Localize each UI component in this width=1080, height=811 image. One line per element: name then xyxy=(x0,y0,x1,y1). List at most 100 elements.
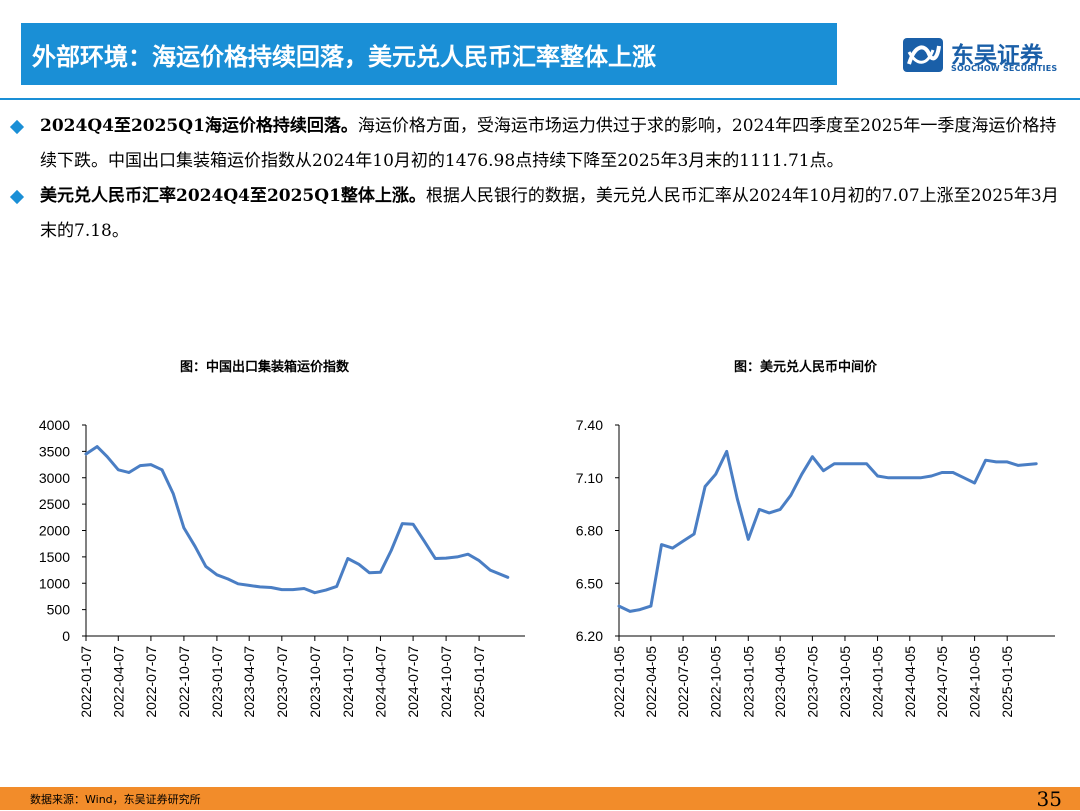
data-point xyxy=(768,511,771,515)
bullet-list: 2024Q4至2025Q1海运价格持续回落。海运价格方面，受海运市场运力供过于求… xyxy=(8,109,1068,249)
diamond-bullet-icon xyxy=(9,189,25,205)
data-point xyxy=(313,591,316,594)
data-point xyxy=(876,474,879,478)
data-point xyxy=(973,481,976,485)
data-point xyxy=(258,585,262,589)
y-tick-label: 1000 xyxy=(39,575,70,591)
data-point xyxy=(215,573,219,576)
bullet-fx-text: 根据人民银行的数据，美元兑人民币汇率从2024年10月初的7.07上涨至2025… xyxy=(40,186,1059,241)
data-point xyxy=(1035,462,1038,465)
data-point xyxy=(280,588,283,591)
data-point xyxy=(423,539,426,543)
x-tick-label: 2022-04-05 xyxy=(643,646,659,718)
data-point xyxy=(95,445,99,448)
chart-title-ccfi: 图：中国出口集装箱运价指数 xyxy=(180,360,350,375)
x-tick-label: 2024-01-07 xyxy=(340,646,356,718)
x-tick-label: 2023-04-07 xyxy=(241,646,257,718)
ccfi-line-chart: 0 500 1000 1500 2000 2500 3000 3500 4000 2022-01-… xyxy=(39,417,525,718)
y-tick-label: 6.50 xyxy=(576,575,603,591)
diamond-bullet-icon xyxy=(9,119,25,135)
data-point xyxy=(1017,464,1020,467)
data-point xyxy=(800,473,803,476)
data-point xyxy=(747,538,750,541)
data-point xyxy=(865,462,868,465)
bullet-fx: 美元兑人民币汇率2024Q4至2025Q1整体上涨。根据人民银行的数据，美元兑人… xyxy=(8,179,1068,249)
y-tick-label: 2500 xyxy=(39,496,70,512)
data-point xyxy=(368,571,371,574)
header-divider xyxy=(0,98,1080,100)
data-point xyxy=(466,553,470,556)
data-point xyxy=(919,476,922,479)
x-tick-label: 2022-07-05 xyxy=(675,646,691,718)
x-tick-label: 2022-04-07 xyxy=(110,646,126,718)
data-point xyxy=(269,586,273,589)
data-point xyxy=(291,588,295,591)
bullet-fx-heading: 美元兑人民币汇率2024Q4至2025Q1整体上涨。 xyxy=(40,186,426,206)
data-point xyxy=(703,485,707,488)
data-point xyxy=(477,559,481,562)
x-tick-label: 2024-01-05 xyxy=(870,646,886,718)
y-tick-label: 7.10 xyxy=(576,470,603,486)
data-point xyxy=(638,608,642,611)
x-tick-label: 2024-10-05 xyxy=(967,646,983,718)
data-point xyxy=(779,508,782,511)
y-tick-label: 4000 xyxy=(39,417,70,433)
data-point xyxy=(660,543,663,546)
x-tick-label: 2025-01-05 xyxy=(999,646,1015,718)
x-tick-label: 2022-01-05 xyxy=(611,646,627,718)
y-tick-label: 500 xyxy=(47,602,71,618)
data-point xyxy=(127,471,131,474)
logo-text-cn: 东吴证券 xyxy=(951,42,1043,69)
data-point xyxy=(106,455,109,458)
y-tick-label: 0 xyxy=(62,628,70,644)
data-point xyxy=(714,473,717,476)
x-tick-label: 2024-07-07 xyxy=(405,646,421,718)
data-point xyxy=(117,468,120,471)
data-point xyxy=(940,471,944,474)
bullet-shipping-heading: 2024Q4至2025Q1海运价格持续回落。 xyxy=(40,116,358,136)
soochow-logo-icon xyxy=(903,38,943,72)
data-point xyxy=(833,462,836,465)
data-point xyxy=(489,568,492,572)
x-tick-label: 2022-01-07 xyxy=(78,646,94,718)
header-bar xyxy=(21,23,837,85)
x-tick-label: 2023-01-05 xyxy=(740,646,756,718)
data-point xyxy=(248,584,251,587)
data-point xyxy=(434,557,437,560)
data-point xyxy=(681,539,685,543)
page-title: 外部环境：海运价格持续回落，美元兑人民币汇率整体上涨 xyxy=(32,43,656,71)
y-tick-label: 6.80 xyxy=(576,523,603,539)
bullet-shipping: 2024Q4至2025Q1海运价格持续回落。海运价格方面，受海运市场运力供过于求… xyxy=(8,109,1068,179)
data-point xyxy=(84,452,88,456)
data-point xyxy=(789,494,792,497)
data-point xyxy=(302,587,306,590)
data-point xyxy=(172,492,175,495)
y-tick-label: 3500 xyxy=(39,443,70,459)
x-tick-label: 2024-04-07 xyxy=(372,646,388,718)
data-point xyxy=(139,464,142,467)
data-point xyxy=(758,508,761,511)
data-point xyxy=(649,604,653,608)
data-point xyxy=(204,565,207,568)
data-point xyxy=(506,576,509,579)
data-point xyxy=(444,556,448,560)
data-point xyxy=(456,555,459,559)
data-point xyxy=(193,545,197,548)
data-point xyxy=(379,571,382,574)
data-point xyxy=(160,468,164,471)
x-tick-label: 2023-04-05 xyxy=(772,646,788,718)
x-tick-label: 2023-10-05 xyxy=(837,646,853,718)
data-point xyxy=(671,546,674,550)
series-line xyxy=(617,449,1038,613)
x-tick-label: 2023-10-07 xyxy=(307,646,323,718)
page-number: 35 xyxy=(1036,787,1062,811)
data-point xyxy=(401,522,404,525)
usdcny-line-chart: 6.20 6.50 6.80 7.10 7.40 2022-01-05 2022-04-05… xyxy=(576,417,1055,718)
data-point xyxy=(811,455,814,458)
x-tick-label: 2024-07-05 xyxy=(934,646,950,718)
data-point xyxy=(236,582,240,585)
x-tick-label: 2025-01-07 xyxy=(471,646,487,718)
data-point xyxy=(951,471,955,474)
data-point xyxy=(822,469,825,472)
x-tick-label: 2023-07-07 xyxy=(274,646,290,718)
